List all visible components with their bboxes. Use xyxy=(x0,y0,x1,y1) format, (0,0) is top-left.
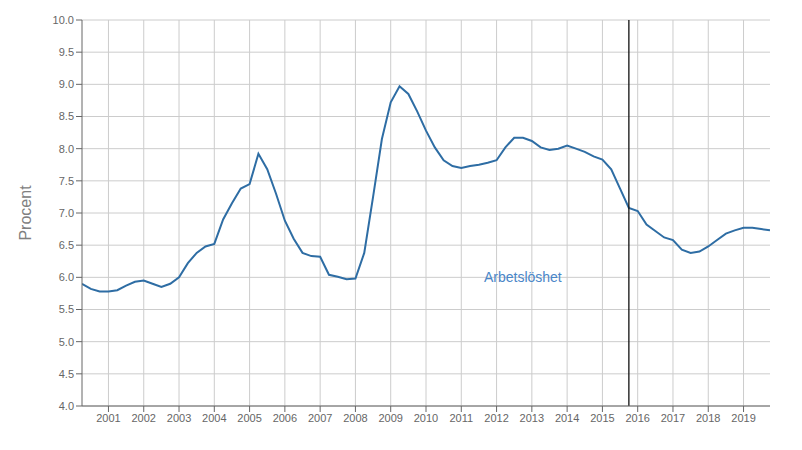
svg-text:4.0: 4.0 xyxy=(59,400,74,412)
svg-text:9.5: 9.5 xyxy=(59,46,74,58)
svg-text:7.0: 7.0 xyxy=(59,207,74,219)
svg-text:5.5: 5.5 xyxy=(59,303,74,315)
svg-text:2005: 2005 xyxy=(237,412,261,424)
svg-text:6.0: 6.0 xyxy=(59,271,74,283)
svg-text:8.0: 8.0 xyxy=(59,143,74,155)
svg-text:2002: 2002 xyxy=(132,412,156,424)
svg-text:2007: 2007 xyxy=(308,412,332,424)
svg-text:2010: 2010 xyxy=(414,412,438,424)
svg-text:2018: 2018 xyxy=(696,412,720,424)
svg-text:2011: 2011 xyxy=(449,412,473,424)
svg-text:7.5: 7.5 xyxy=(59,175,74,187)
svg-text:2016: 2016 xyxy=(625,412,649,424)
svg-text:2008: 2008 xyxy=(343,412,367,424)
svg-text:2001: 2001 xyxy=(96,412,120,424)
svg-text:6.5: 6.5 xyxy=(59,239,74,251)
svg-text:2013: 2013 xyxy=(520,412,544,424)
svg-text:2004: 2004 xyxy=(202,412,226,424)
svg-text:4.5: 4.5 xyxy=(59,368,74,380)
svg-text:8.5: 8.5 xyxy=(59,110,74,122)
svg-text:2012: 2012 xyxy=(484,412,508,424)
svg-text:2015: 2015 xyxy=(590,412,614,424)
svg-text:5.0: 5.0 xyxy=(59,336,74,348)
svg-text:2017: 2017 xyxy=(661,412,685,424)
svg-text:2009: 2009 xyxy=(378,412,402,424)
svg-text:2019: 2019 xyxy=(731,412,755,424)
svg-text:2006: 2006 xyxy=(273,412,297,424)
svg-text:Arbetslöshet: Arbetslöshet xyxy=(484,269,562,285)
svg-text:9.0: 9.0 xyxy=(59,78,74,90)
svg-text:10.0: 10.0 xyxy=(53,14,74,26)
svg-text:Procent: Procent xyxy=(17,185,34,241)
svg-text:2003: 2003 xyxy=(167,412,191,424)
svg-text:2014: 2014 xyxy=(555,412,579,424)
